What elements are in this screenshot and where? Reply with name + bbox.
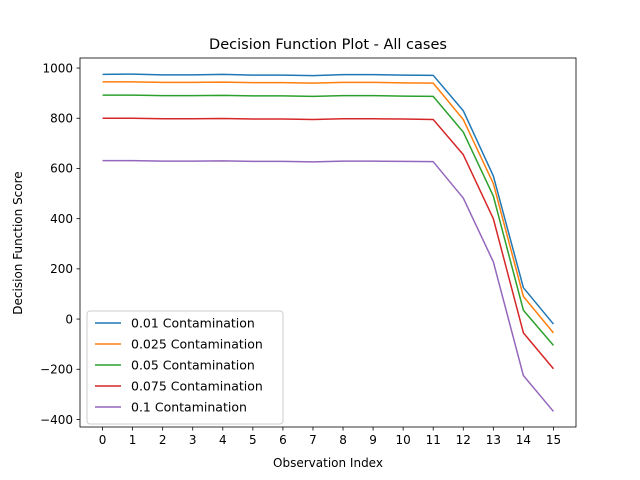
series-lines	[102, 73, 555, 412]
x-axis-label: Observation Index	[273, 456, 383, 470]
legend-box	[86, 310, 284, 425]
y-tick-label: 800	[50, 112, 73, 126]
x-tick-label: 0	[99, 433, 107, 447]
legend-label-1: 0.025 Contamination	[131, 337, 263, 352]
x-tick-label: 3	[189, 433, 197, 447]
y-tick-label: 600	[50, 162, 73, 176]
legend-label-4: 0.1 Contamination	[131, 400, 247, 415]
legend-label-3: 0.075 Contamination	[131, 379, 263, 394]
plot-frame	[79, 57, 577, 428]
y-tick-label: 200	[50, 262, 73, 276]
series-line-1	[102, 81, 555, 334]
x-tick-label: 13	[486, 433, 501, 447]
legend-label-0: 0.01 Contamination	[131, 316, 255, 331]
legend-label-2: 0.05 Contamination	[131, 358, 255, 373]
x-tick-label: 9	[369, 433, 377, 447]
y-axis-label: Decision Function Score	[11, 171, 25, 314]
x-tick-label: 11	[426, 433, 441, 447]
x-axis-ticks: 0 1 2 3 4 5 6 7 8 9 10 11 12 13 14 15	[99, 427, 561, 447]
x-tick-label: 14	[516, 433, 531, 447]
x-tick-label: 12	[456, 433, 471, 447]
x-tick-label: 2	[159, 433, 167, 447]
series-line-2	[102, 94, 555, 346]
x-tick-label: 8	[339, 433, 347, 447]
y-tick-label: −400	[40, 413, 73, 427]
x-tick-label: 10	[396, 433, 411, 447]
x-tick-label: 5	[249, 433, 257, 447]
x-tick-label: 15	[546, 433, 561, 447]
y-axis-ticks: −400 −200 0 200 400 600 800 1000	[40, 61, 80, 427]
x-tick-label: 1	[129, 433, 137, 447]
y-tick-label: 1000	[42, 61, 73, 75]
x-tick-label: 7	[309, 433, 317, 447]
x-tick-label: 6	[279, 433, 287, 447]
legend: 0.01 Contamination 0.025 Contamination 0.0…	[86, 310, 284, 425]
series-line-3	[102, 117, 555, 370]
series-line-0	[102, 73, 555, 325]
y-tick-label: −200	[40, 363, 73, 377]
series-line-4	[102, 159, 555, 412]
chart-title: Decision Function Plot - All cases	[209, 37, 447, 53]
x-tick-label: 4	[219, 433, 227, 447]
y-tick-label: 400	[50, 212, 73, 226]
y-tick-label: 0	[65, 312, 73, 326]
